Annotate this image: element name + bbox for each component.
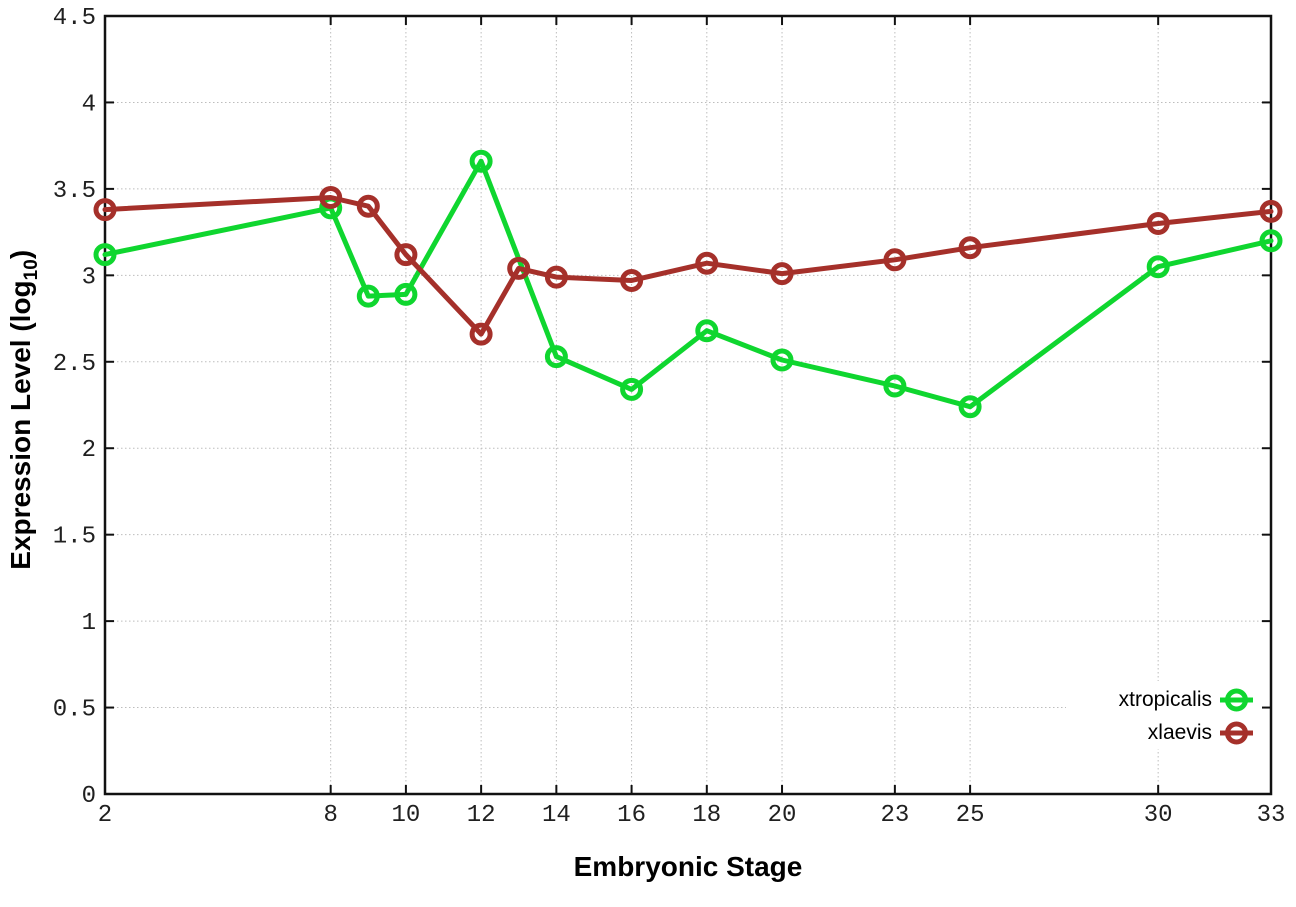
x-tick-label: 2 bbox=[98, 802, 112, 829]
series-line-xtropicalis bbox=[102, 158, 1274, 410]
legend-label-xlaevis: xlaevis bbox=[1147, 721, 1212, 744]
data-point-xlaevis bbox=[770, 262, 794, 286]
y-axis-title-main: Expression Level (log bbox=[5, 280, 37, 570]
legend-sample-marker-xtropicalis bbox=[1225, 688, 1248, 712]
x-tick-label: 14 bbox=[542, 802, 571, 829]
series-xlaevis bbox=[93, 186, 1283, 346]
legend-label-xtropicalis: xtropicalis bbox=[1118, 688, 1212, 711]
data-point-xlaevis bbox=[356, 194, 380, 218]
data-point-xlaevis bbox=[1146, 212, 1170, 235]
legend bbox=[1066, 681, 1262, 749]
x-axis-title: Embryonic Stage bbox=[573, 851, 803, 882]
data-point-xlaevis bbox=[1259, 199, 1283, 223]
y-tick-label: 1 bbox=[82, 610, 96, 637]
data-point-xlaevis bbox=[394, 243, 418, 267]
y-axis-title: Expression Level (log10) bbox=[5, 200, 43, 620]
x-tick-label: 30 bbox=[1144, 802, 1173, 829]
tick-labels: 2 8 10 12 14 16 18 20 23 25 30 33 0 0.5 1 1.5 2 2.5 3 3.5 4 4… bbox=[53, 5, 1286, 829]
data-point-xlaevis bbox=[544, 265, 568, 289]
data-point-xtropicalis bbox=[695, 319, 719, 343]
data-point-xlaevis bbox=[620, 269, 644, 292]
data-point-xtropicalis bbox=[1146, 255, 1170, 279]
y-axis-title-subscript: 10 bbox=[20, 259, 42, 281]
y-tick-label: 0.5 bbox=[53, 697, 96, 724]
plot-border bbox=[103, 14, 1273, 796]
x-tick-label: 25 bbox=[956, 802, 985, 829]
data-point-xtropicalis bbox=[356, 284, 380, 308]
y-tick-label: 3 bbox=[82, 264, 96, 291]
data-point-xlaevis bbox=[958, 236, 982, 260]
data-point-xlaevis bbox=[507, 256, 531, 280]
series-xtropicalis bbox=[93, 149, 1283, 419]
y-tick-label: 2 bbox=[82, 437, 96, 464]
data-point-xtropicalis bbox=[620, 377, 644, 401]
data-point-xtropicalis bbox=[469, 149, 493, 173]
data-point-xtropicalis bbox=[1259, 229, 1283, 253]
x-tick-label: 18 bbox=[692, 802, 721, 829]
legend-sample-marker-xlaevis bbox=[1225, 721, 1248, 745]
x-tick-label: 16 bbox=[617, 802, 646, 829]
data-point-xlaevis bbox=[93, 198, 117, 222]
y-tick-label: 4 bbox=[82, 91, 96, 118]
y-axis-title-end: ) bbox=[5, 249, 37, 260]
data-point-xlaevis bbox=[469, 322, 493, 346]
data-point-xtropicalis bbox=[394, 282, 418, 306]
data-point-xlaevis bbox=[883, 248, 907, 272]
x-tick-label: 10 bbox=[391, 802, 420, 829]
x-tick-label: 8 bbox=[323, 802, 337, 829]
x-tick-label: 20 bbox=[768, 802, 797, 829]
data-point-xtropicalis bbox=[544, 345, 568, 369]
tick-marks bbox=[104, 15, 1272, 795]
y-tick-label: 1.5 bbox=[53, 524, 96, 551]
data-point-xlaevis bbox=[695, 251, 719, 275]
y-tick-label: 0 bbox=[82, 783, 96, 810]
data-point-xtropicalis bbox=[770, 348, 794, 372]
data-point-xtropicalis bbox=[883, 374, 907, 398]
data-point-xlaevis bbox=[319, 186, 343, 209]
y-tick-label: 3.5 bbox=[53, 178, 96, 205]
data-point-xtropicalis bbox=[958, 395, 982, 419]
x-tick-label: 23 bbox=[880, 802, 909, 829]
x-tick-label: 33 bbox=[1257, 802, 1286, 829]
x-tick-label: 12 bbox=[467, 802, 496, 829]
gridlines bbox=[105, 16, 1271, 794]
y-tick-label: 4.5 bbox=[53, 5, 96, 32]
y-tick-label: 2.5 bbox=[53, 351, 96, 378]
data-point-xtropicalis bbox=[93, 243, 117, 267]
